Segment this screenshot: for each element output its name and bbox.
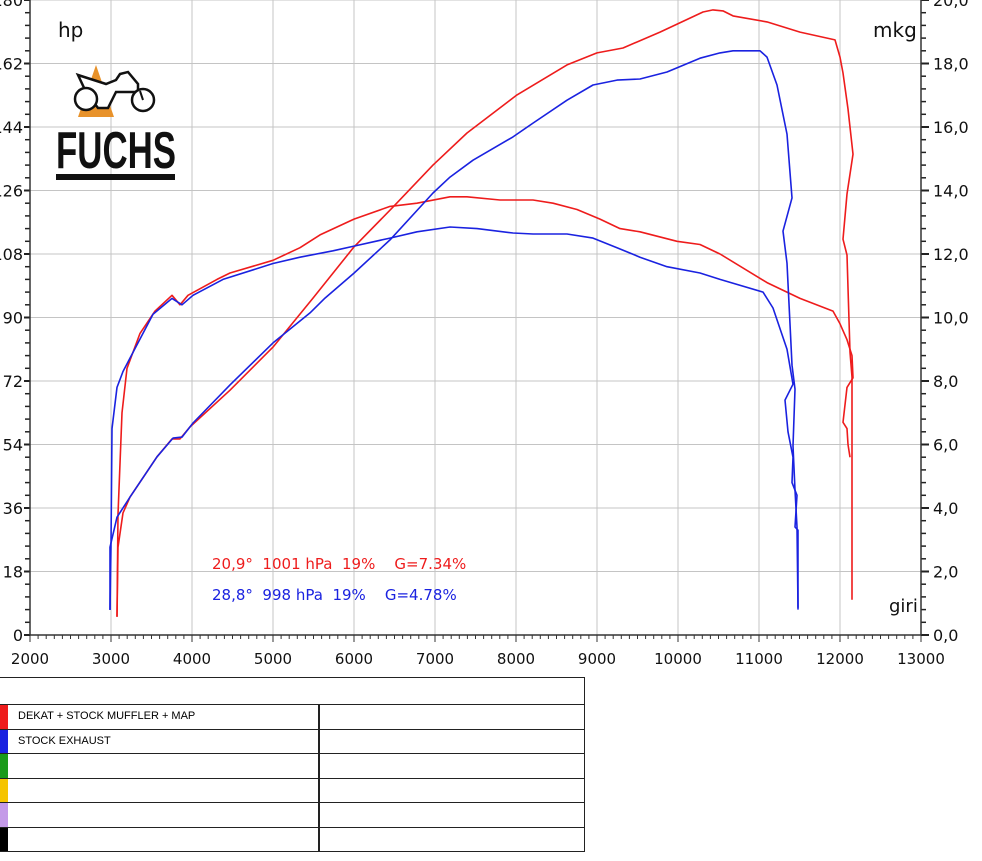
y-left-tick-label: 18 [3,563,23,582]
y-left-tick-label: 90 [3,309,23,328]
y-left-tick-label: 126 [0,182,23,201]
power-line-blue [109,49,799,610]
legend-label [8,754,320,778]
x-tick-label: 11000 [735,650,783,668]
legend-row [0,753,584,778]
legend-row: DEKAT + STOCK MUFFLER + MAP [0,704,584,729]
legend-color-swatch [0,778,8,802]
y-right-tick-label: 2,0 [933,563,958,582]
legend-color-swatch [0,705,8,729]
legend-value-cell [320,828,584,852]
legend-label [8,803,320,827]
x-tick-label: 7000 [416,650,454,668]
y-left-label: hp [58,18,83,42]
y-right-tick-label: 4,0 [933,499,958,518]
y-right-label: mkg [873,18,917,42]
legend-label: DEKAT + STOCK MUFFLER + MAP [8,705,320,729]
y-right-tick-label: 20,0 [933,0,969,10]
series-layer [109,9,854,618]
x-tick-label: 12000 [816,650,864,668]
y-right-tick-label: 10,0 [933,309,969,328]
legend-row [0,777,584,803]
y-right-tick-label: 12,0 [933,245,969,264]
conditions-blue: 28,8° 998 hPa 19% G=4.78% [212,586,457,604]
x-tick-label: 4000 [173,650,211,668]
power-line-red [116,9,854,618]
legend-color-swatch [0,803,8,827]
dyno-chart: 2000 3000 4000 5000 6000 7000 8000 9000 10000 110… [0,0,969,668]
legend-label [8,778,320,802]
legend-value-cell [320,730,584,754]
x-tick-label: 2000 [11,650,49,668]
legend-header-row [0,678,584,704]
y-left-tick-label: 108 [0,245,23,264]
y-right-tick-label: 16,0 [933,118,969,137]
x-tick-label: 3000 [92,650,130,668]
legend-value-cell [320,803,584,827]
x-axis-label: giri [889,596,918,617]
grid [29,0,922,636]
x-tick-label: 8000 [497,650,535,668]
legend-row: STOCK EXHAUST [0,728,584,754]
y-left-tick-label: 180 [0,0,23,10]
y-left-tick-label: 144 [0,118,23,137]
y-left-tick-label: 72 [3,372,23,391]
legend-value-cell [320,779,584,803]
x-tick-label: 6000 [335,650,373,668]
legend-row [0,802,584,827]
logo-text: FUCHS [56,122,176,180]
y-right-tick-label: 18,0 [933,55,969,74]
legend-value-cell [320,754,584,778]
x-tick-label: 10000 [654,650,702,668]
y-left-tick-label: 0 [13,626,23,645]
torque-line-blue [109,226,799,610]
legend-label: STOCK EXHAUST [8,729,320,753]
x-tick-label: 9000 [578,650,616,668]
legend-label [8,827,320,851]
axes: 2000 3000 4000 5000 6000 7000 8000 9000 10000 110… [0,0,969,668]
fuchs-logo: FUCHS [56,65,176,180]
y-right-tick-label: 6,0 [933,436,958,455]
y-left-tick-label: 54 [3,436,23,455]
y-right-tick-label: 8,0 [933,372,958,391]
torque-line-red [116,196,854,617]
y-right-tick-label: 0,0 [933,626,958,645]
y-left-tick-label: 36 [3,499,23,518]
legend-value-cell [320,705,584,729]
conditions-red: 20,9° 1001 hPa 19% G=7.34% [212,555,466,573]
y-left-tick-label: 162 [0,55,23,74]
legend-table: DEKAT + STOCK MUFFLER + MAP STOCK EXHAUST [0,677,585,852]
x-tick-label: 13000 [897,650,945,668]
x-tick-label: 5000 [254,650,292,668]
legend-color-swatch [0,827,8,851]
legend-color-swatch [0,729,8,753]
y-right-tick-label: 14,0 [933,182,969,201]
legend-color-swatch [0,754,8,778]
legend-row [0,826,584,852]
